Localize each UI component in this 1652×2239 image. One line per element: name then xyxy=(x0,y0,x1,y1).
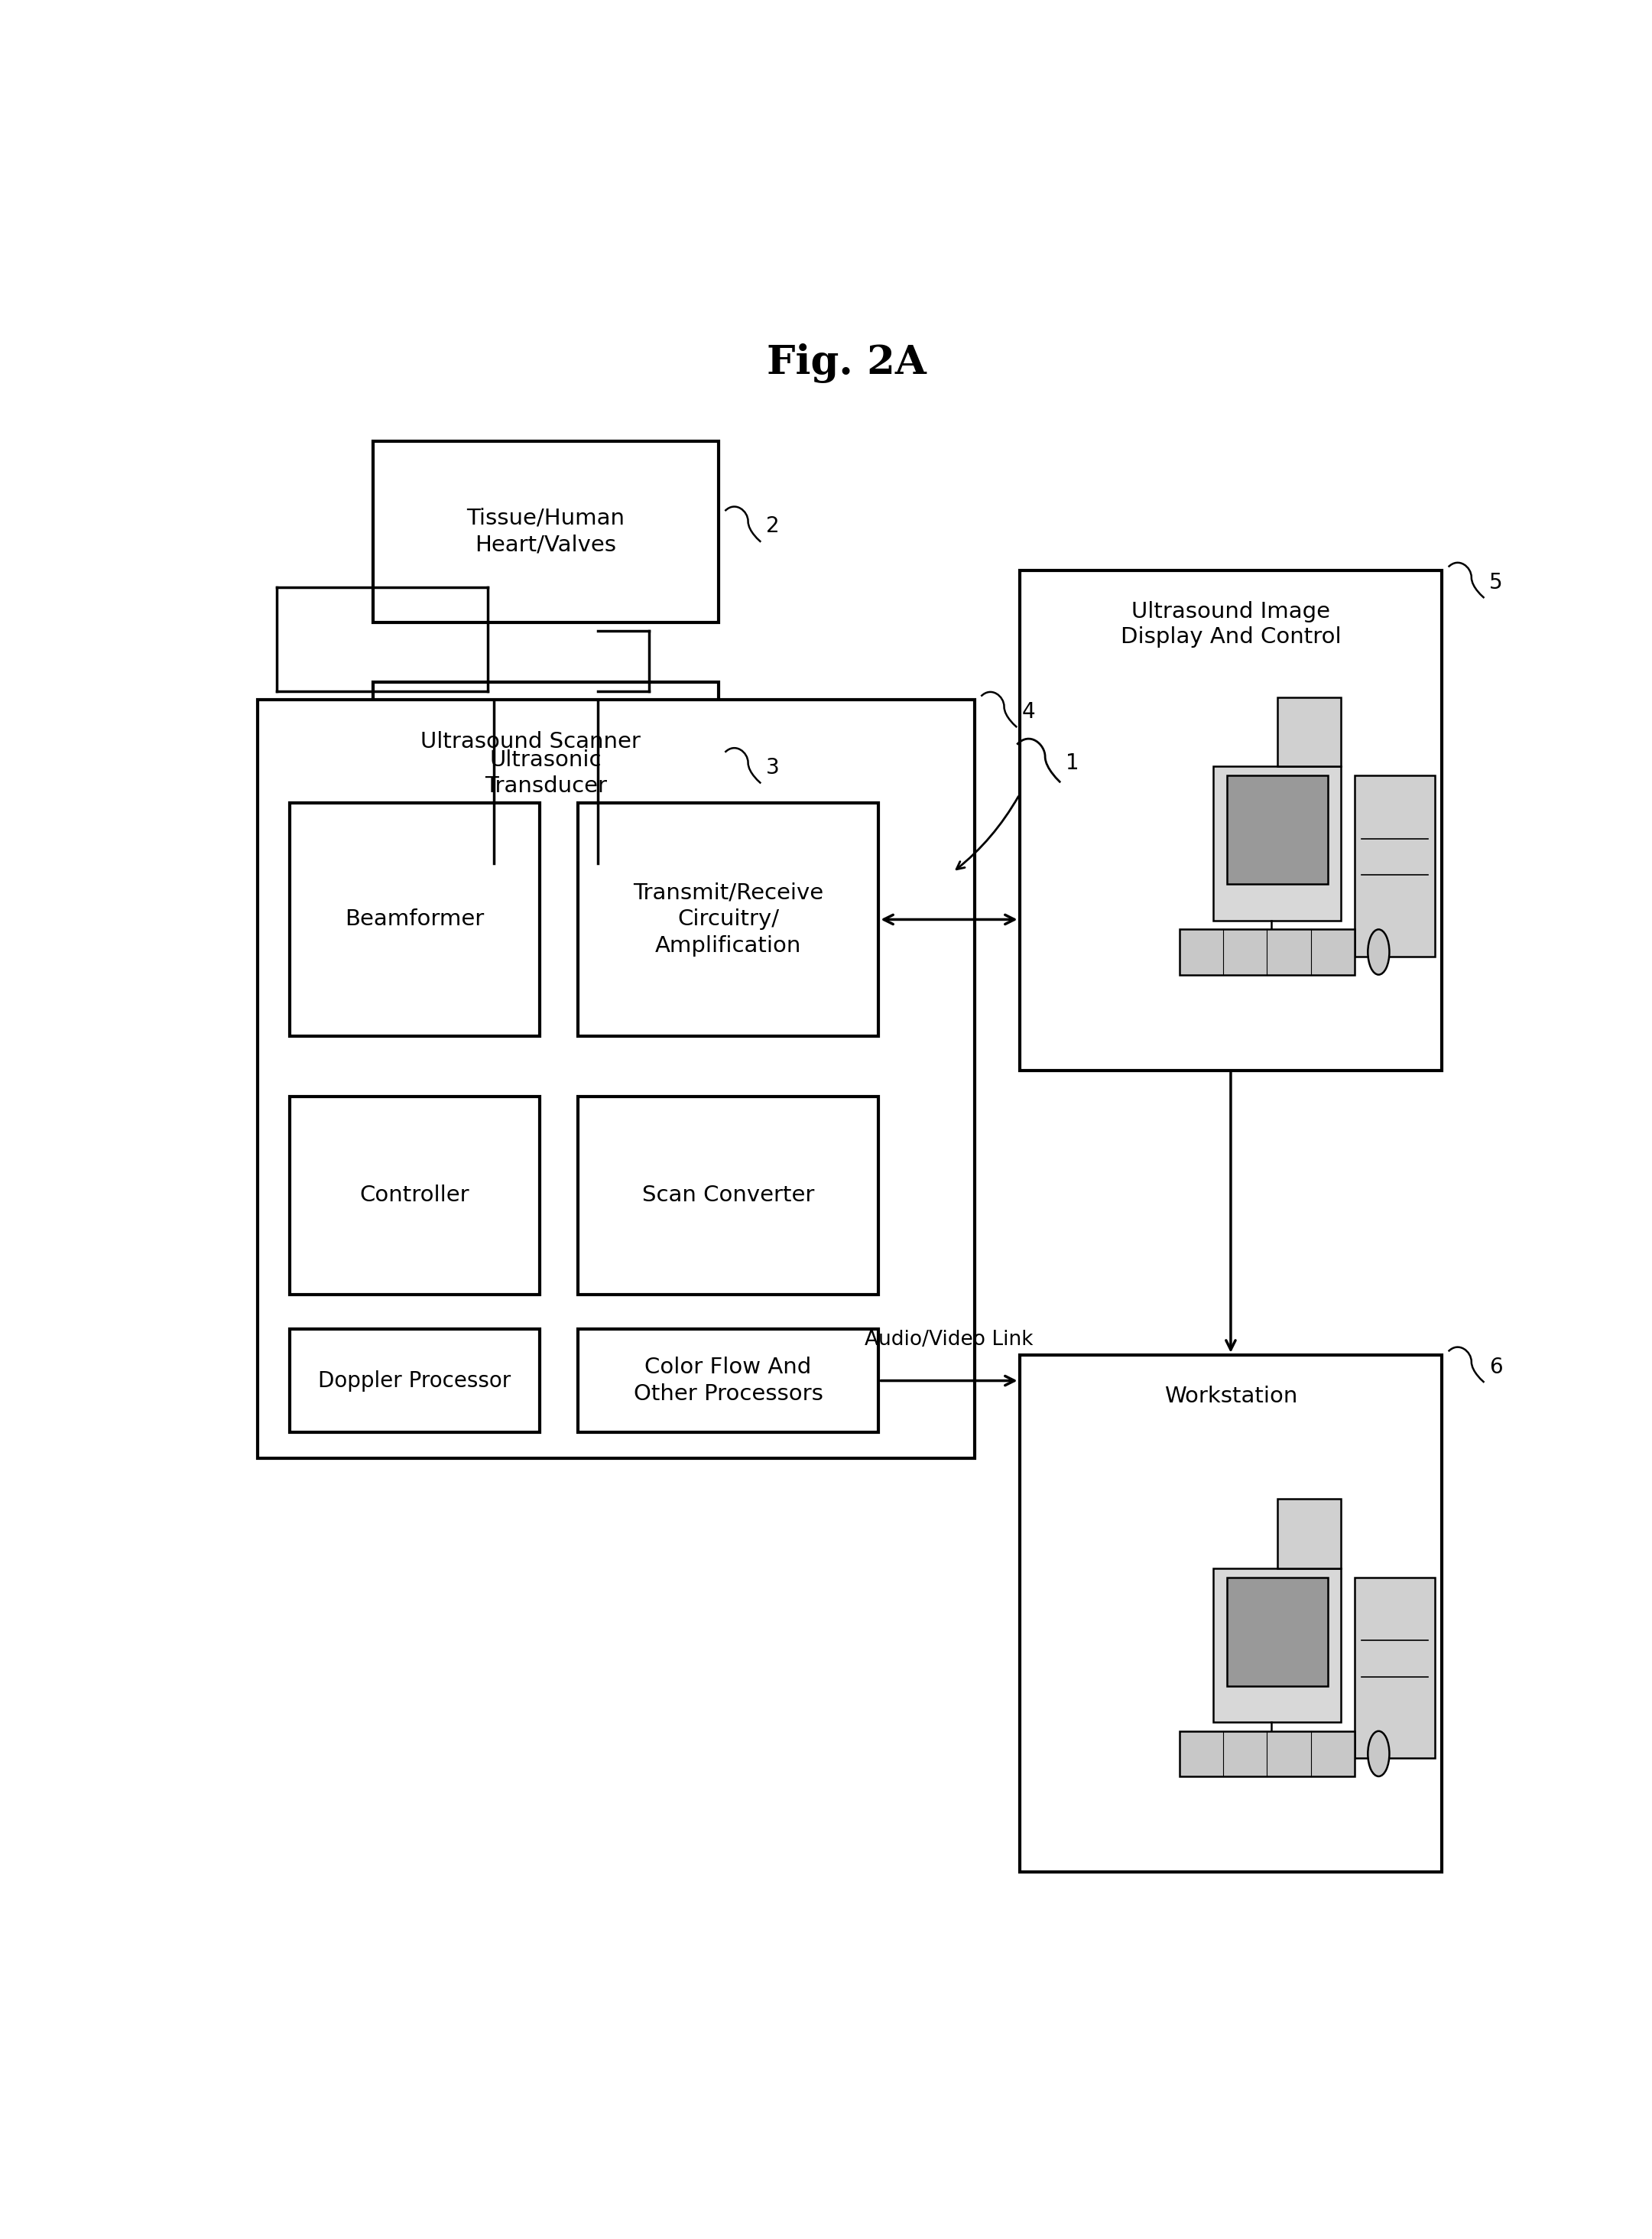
Bar xyxy=(1227,775,1328,884)
Text: Fig. 2A: Fig. 2A xyxy=(767,343,927,383)
Text: Ultrasound Image
Display And Control: Ultrasound Image Display And Control xyxy=(1120,602,1341,647)
Text: 4: 4 xyxy=(1023,701,1036,723)
Text: Transmit/Receive
Circuitry/
Amplification: Transmit/Receive Circuitry/ Amplificatio… xyxy=(633,882,823,956)
Ellipse shape xyxy=(1368,1731,1389,1776)
Text: 2: 2 xyxy=(767,515,780,537)
Bar xyxy=(1180,1731,1355,1776)
Bar xyxy=(1277,1498,1341,1567)
Bar xyxy=(289,1097,539,1294)
Bar xyxy=(578,1097,879,1294)
Bar xyxy=(578,1330,879,1433)
Bar xyxy=(1213,766,1341,920)
Bar xyxy=(1355,775,1436,956)
Bar xyxy=(1019,571,1442,1070)
Text: Workstation: Workstation xyxy=(1165,1386,1297,1408)
Bar xyxy=(1180,929,1355,974)
Text: Doppler Processor: Doppler Processor xyxy=(319,1370,510,1390)
Bar xyxy=(289,804,539,1037)
Bar xyxy=(373,441,719,622)
Text: 1: 1 xyxy=(1066,752,1079,775)
Text: 3: 3 xyxy=(767,757,780,779)
Text: 5: 5 xyxy=(1490,571,1503,593)
Bar xyxy=(1213,1567,1341,1722)
Text: Audio/Video Link: Audio/Video Link xyxy=(864,1330,1034,1350)
Bar xyxy=(289,1330,539,1433)
Text: Beamformer: Beamformer xyxy=(345,909,484,929)
Bar xyxy=(1277,696,1341,766)
Text: Controller: Controller xyxy=(360,1184,469,1207)
Text: Scan Converter: Scan Converter xyxy=(643,1184,814,1207)
Text: Ultrasonic
Transducer: Ultrasonic Transducer xyxy=(484,750,606,797)
Bar xyxy=(258,699,975,1458)
Bar xyxy=(1019,1355,1442,1872)
Text: 6: 6 xyxy=(1490,1357,1503,1377)
Bar xyxy=(578,804,879,1037)
Bar xyxy=(373,683,719,864)
Ellipse shape xyxy=(1368,929,1389,974)
Text: Tissue/Human
Heart/Valves: Tissue/Human Heart/Valves xyxy=(466,508,624,555)
Bar xyxy=(1355,1576,1436,1758)
Text: Color Flow And
Other Processors: Color Flow And Other Processors xyxy=(633,1357,823,1404)
Text: Ultrasound Scanner: Ultrasound Scanner xyxy=(420,730,641,752)
Bar xyxy=(1227,1576,1328,1686)
